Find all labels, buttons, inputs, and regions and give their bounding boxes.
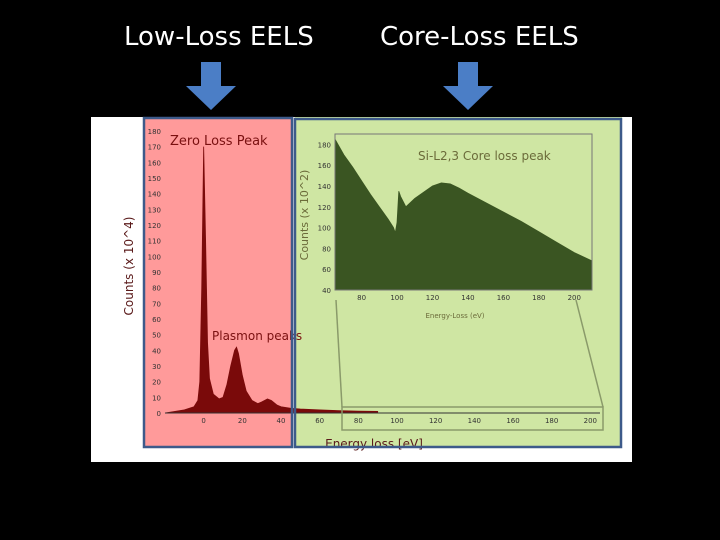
main-x-tick-label: 80 (354, 417, 363, 425)
core-loss-frame (293, 117, 623, 449)
inset-spectrum-area (334, 137, 593, 291)
zoom-connectors (335, 299, 604, 431)
main-y-axis-label: Counts (x 10^4) (122, 217, 136, 316)
main-y-tick-label: 50 (152, 332, 161, 340)
main-y-tick-label: 100 (148, 253, 161, 261)
main-x-tick-label: 0 (201, 417, 205, 425)
main-y-tick-label: 180 (148, 128, 161, 136)
inset-x-tick-label: 200 (568, 294, 581, 302)
main-y-tick-label: 110 (148, 238, 161, 246)
main-y-tick-label: 160 (148, 159, 161, 167)
main-y-tick-label: 90 (152, 269, 161, 277)
inset-x-tick-label: 100 (390, 294, 403, 302)
main-y-tick-label: 120 (148, 222, 161, 230)
main-x-tick-label: 180 (545, 417, 558, 425)
inset-y-tick-label: 80 (322, 245, 331, 253)
main-x-tick-label: 140 (468, 417, 481, 425)
inset-x-tick-label: 160 (497, 294, 510, 302)
main-y-tick-label: 150 (148, 175, 161, 183)
main-y-tick-label: 30 (152, 363, 161, 371)
main-y-tick-label: 80 (152, 285, 161, 293)
main-y-tick-label: 40 (152, 347, 161, 355)
main-y-tick-label: 60 (152, 316, 161, 324)
inset-y-tick-label: 100 (318, 225, 331, 233)
inset-spectrum-chart: 40 60 80 100 120 140 160 180 80 100 120 140 160 180 20… (298, 133, 593, 320)
inset-x-tick-label: 80 (357, 294, 366, 302)
inset-x-tick-label: 140 (461, 294, 474, 302)
inset-y-tick-label: 40 (322, 287, 331, 295)
zero-loss-peak-label: Zero Loss Peak (170, 134, 268, 149)
inset-y-tick-label: 180 (318, 141, 331, 149)
main-x-axis-label: Energy loss [eV] (325, 437, 423, 451)
inset-x-tick-label: 180 (532, 294, 545, 302)
low-loss-heading: Low-Loss EELS (124, 22, 314, 52)
low-loss-region (143, 117, 292, 447)
main-y-tick-label: 10 (152, 394, 161, 402)
low-loss-frame (142, 116, 294, 449)
main-y-tick-label: 140 (148, 191, 161, 199)
inset-y-tick-label: 140 (318, 183, 331, 191)
inset-y-tick-label: 160 (318, 162, 331, 170)
inset-y-axis-label: Counts (x 10^2) (298, 170, 311, 261)
main-x-tick-label: 60 (315, 417, 324, 425)
main-x-tick-label: 20 (238, 417, 247, 425)
main-y-tick-label: 130 (148, 206, 161, 214)
inset-y-tick-label: 60 (322, 266, 331, 274)
inset-plot-frame (334, 133, 593, 291)
main-x-tick-label: 160 (506, 417, 519, 425)
plasmon-peaks-label: Plasmon peaks (212, 329, 302, 343)
main-x-tick-label: 200 (584, 417, 597, 425)
inset-x-tick-label: 120 (426, 294, 439, 302)
inset-title: Si-L2,3 Core loss peak (418, 149, 551, 163)
main-x-tick-label: 100 (390, 417, 403, 425)
main-y-tick-label: 20 (152, 379, 161, 387)
arrow-low-loss-icon (186, 62, 236, 110)
main-y-tick-label: 170 (148, 144, 161, 152)
main-spectrum-chart: 0 10 20 30 40 50 60 70 80 90 100 110 120 130 140 150 160… (122, 128, 600, 451)
main-y-tick-label: 70 (152, 300, 161, 308)
arrow-core-loss-icon (443, 62, 493, 110)
core-loss-heading: Core-Loss EELS (380, 22, 579, 52)
main-y-tick-label: 0 (157, 410, 161, 418)
inset-x-axis-label: Energy-Loss (eV) (425, 312, 484, 320)
inset-y-tick-label: 120 (318, 204, 331, 212)
main-x-tick-label: 40 (277, 417, 286, 425)
main-x-tick-label: 120 (429, 417, 442, 425)
main-spectrum-area (164, 146, 379, 414)
